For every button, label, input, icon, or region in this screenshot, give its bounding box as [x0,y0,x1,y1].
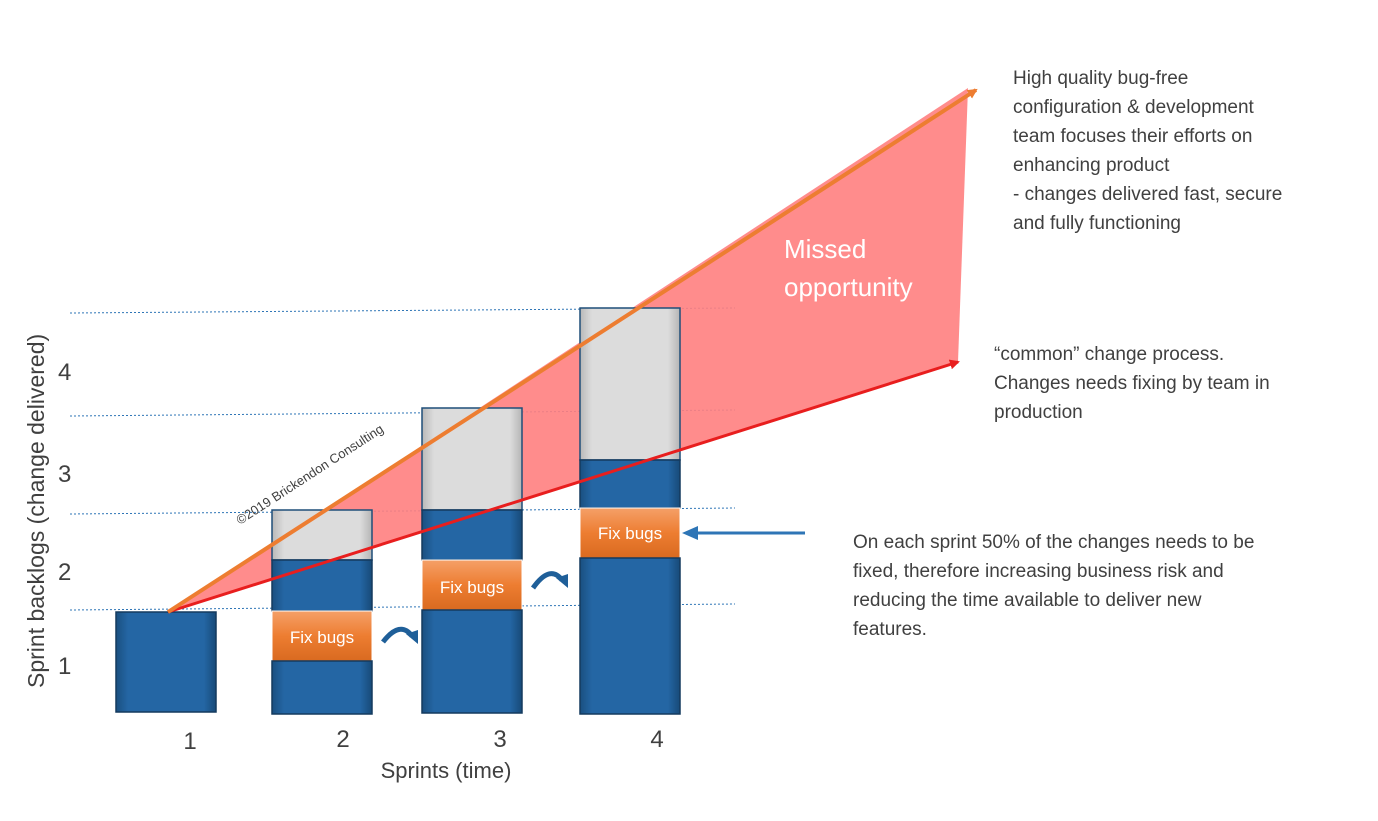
bar-3-fix [421,559,523,611]
bar-1-delivered [115,611,217,713]
missed-opportunity-label: Missed [784,234,866,264]
missed-opportunity-label: opportunity [784,272,913,302]
bar-4-fix [579,507,681,559]
common-change-line [167,359,960,614]
fix-label-2: Fix bugs [290,628,354,647]
bar-3-delivered-upper [421,509,523,561]
high-quality-line [166,88,978,614]
x-tick: 1 [183,728,196,755]
sprint-bars [115,307,681,715]
bar-3-delivered-lower [421,609,523,714]
bar-4-delivered-lower [579,557,681,715]
bar-4-new [579,307,681,461]
pointer-arrow-icon [682,526,805,540]
x-axis-label: Sprints (time) [381,758,512,783]
curved-arrow-icon [381,626,418,644]
y-axis-label: Sprint backlogs (change delivered) [23,334,49,688]
bar-4-delivered-upper [579,459,681,509]
y-tick: 4 [58,359,71,386]
x-tick: 4 [650,726,663,753]
high-quality-note: High quality bug-free configuration & de… [1013,68,1283,234]
x-tick: 3 [493,726,506,753]
bar-2-delivered-lower [271,660,373,715]
y-tick: 3 [58,461,71,488]
gridline [69,307,736,314]
y-tick: 2 [58,559,71,586]
y-tick: 1 [58,653,71,680]
sprint-fix-note: On each sprint 50% of the changes needs … [853,532,1255,640]
x-tick: 2 [336,726,349,753]
gridline [69,603,736,611]
bar-2-delivered-upper [271,559,373,612]
fix-label-4: Fix bugs [598,524,662,543]
bar-2-fix [271,610,373,662]
curved-arrow-icon [530,571,568,590]
fix-label-3: Fix bugs [440,578,504,597]
gridline [69,409,736,417]
bar-3-new [421,407,523,511]
common-process-note: “common” change process. Changes needs f… [994,344,1270,423]
